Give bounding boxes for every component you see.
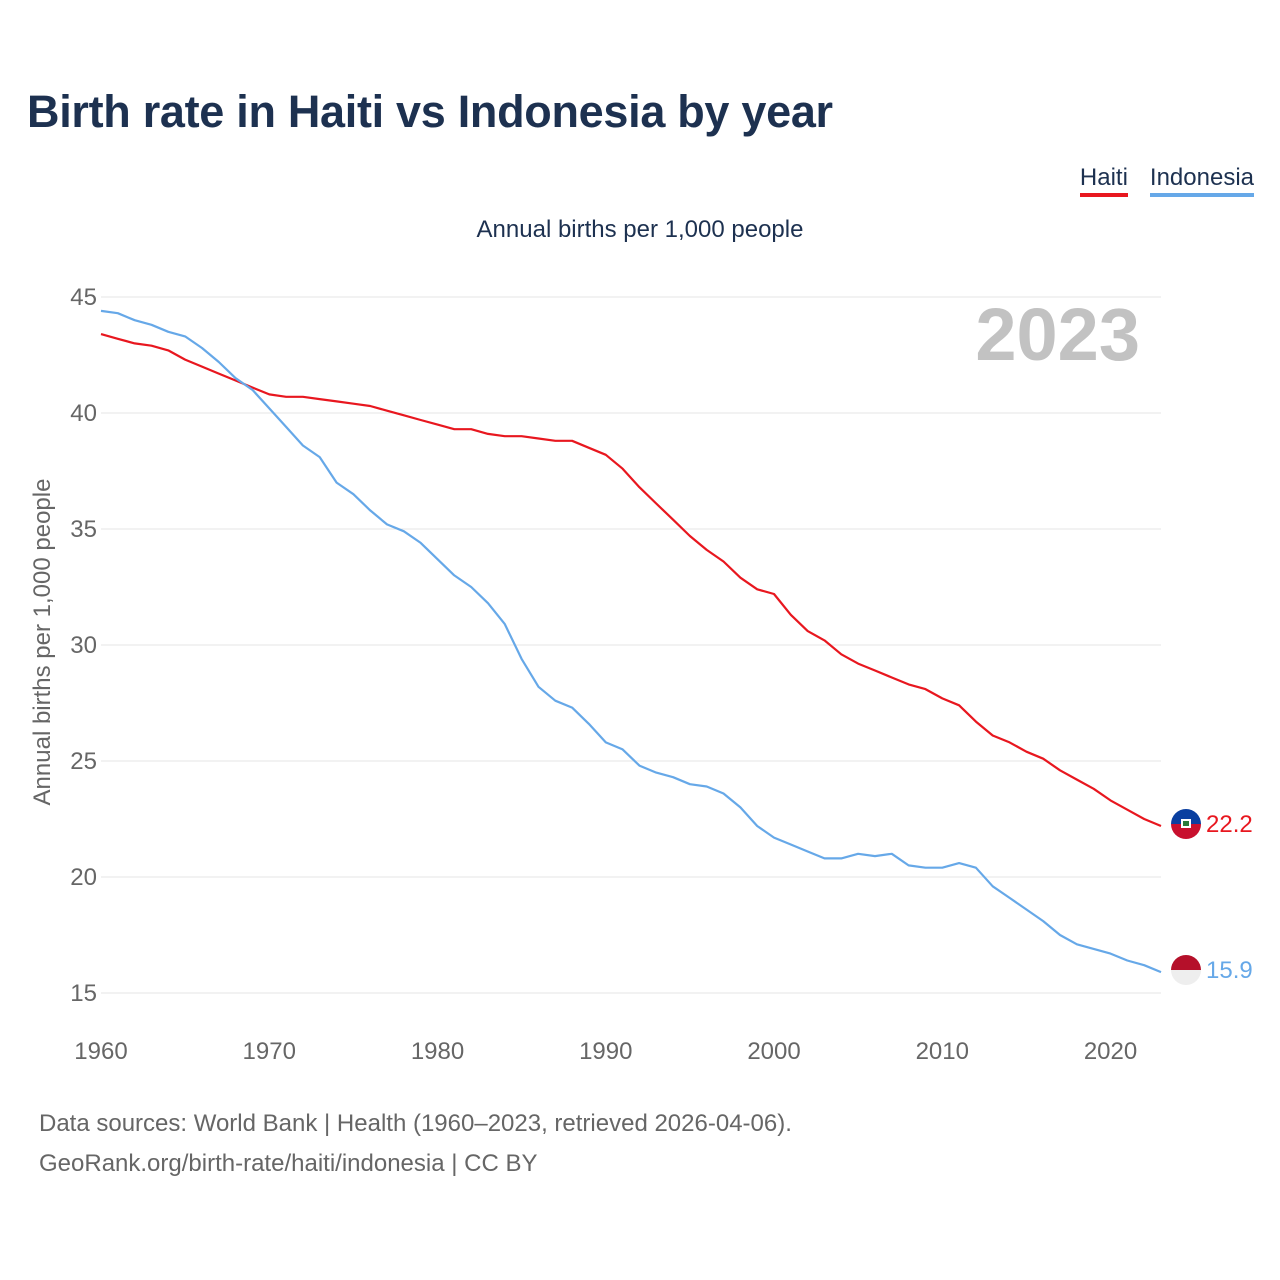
footer: Data sources: World Bank | Health (1960–…: [39, 1104, 792, 1184]
x-tick-label: 2020: [1084, 1038, 1137, 1065]
x-tick-label: 1960: [74, 1038, 127, 1065]
legend-item-indonesia[interactable]: Indonesia: [1149, 164, 1254, 197]
x-tick-label: 1980: [411, 1038, 464, 1065]
year-label: 2023: [975, 293, 1140, 376]
y-axis-ticks: 15 20 25 30 35 40 45: [70, 284, 97, 1007]
series-line-indonesia: [100, 309, 1162, 974]
series-lines: [100, 309, 1162, 974]
grid-lines: [101, 296, 1161, 994]
indonesia-flag-icon: [1171, 955, 1201, 985]
x-axis-ticks: 1960 1970 1980 1990 2000 2010 2020: [74, 1038, 1137, 1065]
y-tick-label: 25: [70, 748, 97, 775]
x-tick-label: 2010: [916, 1038, 969, 1065]
haiti-flag-icon: [1171, 809, 1201, 839]
y-tick-label: 30: [70, 632, 97, 659]
haiti-end-value-label: 22.2: [1206, 811, 1253, 838]
x-tick-label: 2000: [747, 1038, 800, 1065]
y-tick-label: 20: [70, 864, 97, 891]
y-tick-label: 45: [70, 284, 97, 311]
legend-item-haiti[interactable]: Haiti: [1079, 164, 1128, 197]
y-axis-label: Annual births per 1,000 people: [29, 479, 56, 806]
series-line-haiti: [100, 333, 1162, 828]
indonesia-end-value-label: 15.9: [1206, 957, 1253, 984]
chart-title: Birth rate in Haiti vs Indonesia by year: [27, 86, 833, 137]
y-tick-label: 40: [70, 400, 97, 427]
y-tick-label: 15: [70, 980, 97, 1007]
legend: Haiti Indonesia: [1079, 164, 1254, 197]
source-link[interactable]: GeoRank.org/birth-rate/haiti/indonesia |…: [39, 1150, 538, 1177]
x-tick-label: 1990: [579, 1038, 632, 1065]
x-tick-label: 1970: [243, 1038, 296, 1065]
y-tick-label: 35: [70, 516, 97, 543]
chart-subtitle: Annual births per 1,000 people: [476, 216, 804, 243]
data-source-text: Data sources: World Bank | Health (1960–…: [39, 1110, 792, 1137]
